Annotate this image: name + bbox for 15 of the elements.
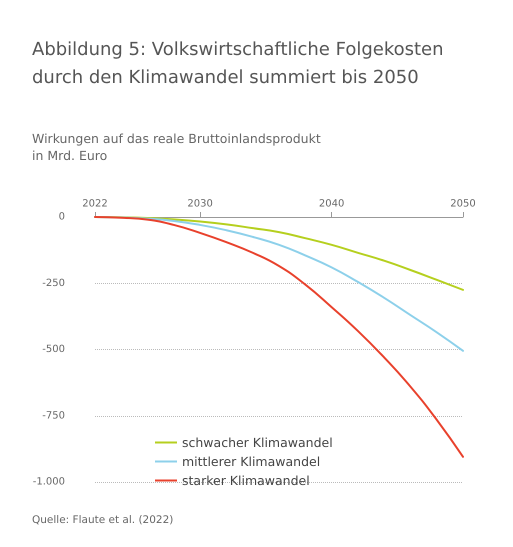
- y-tick-label: -500: [42, 344, 65, 355]
- y-tick-label: -1.000: [32, 476, 65, 488]
- chart-subtitle: Wirkungen auf das reale Bruttoinlandsprodukt in Mrd. Euro: [32, 130, 322, 164]
- chart-title: Abbildung 5: Volkswirtschaftliche Folgekosten durch den Klimawandel summiert bis 2050: [32, 38, 445, 90]
- y-tick-label: -750: [42, 410, 65, 422]
- legend-label: starker Klimawandel: [182, 473, 310, 488]
- x-tick-label: 2022: [82, 198, 108, 210]
- y-tick-label: -250: [42, 278, 65, 289]
- legend-label: schwacher Klimawandel: [182, 435, 333, 450]
- source-note: Quelle: Flaute et al. (2022): [32, 514, 174, 526]
- x-tick-label: 2040: [318, 198, 344, 210]
- legend-label: mittlerer Klimawandel: [182, 454, 320, 469]
- x-tick-label: 2030: [187, 198, 213, 210]
- y-tick-label: 0: [58, 212, 65, 222]
- x-tick-label: 2050: [450, 198, 476, 210]
